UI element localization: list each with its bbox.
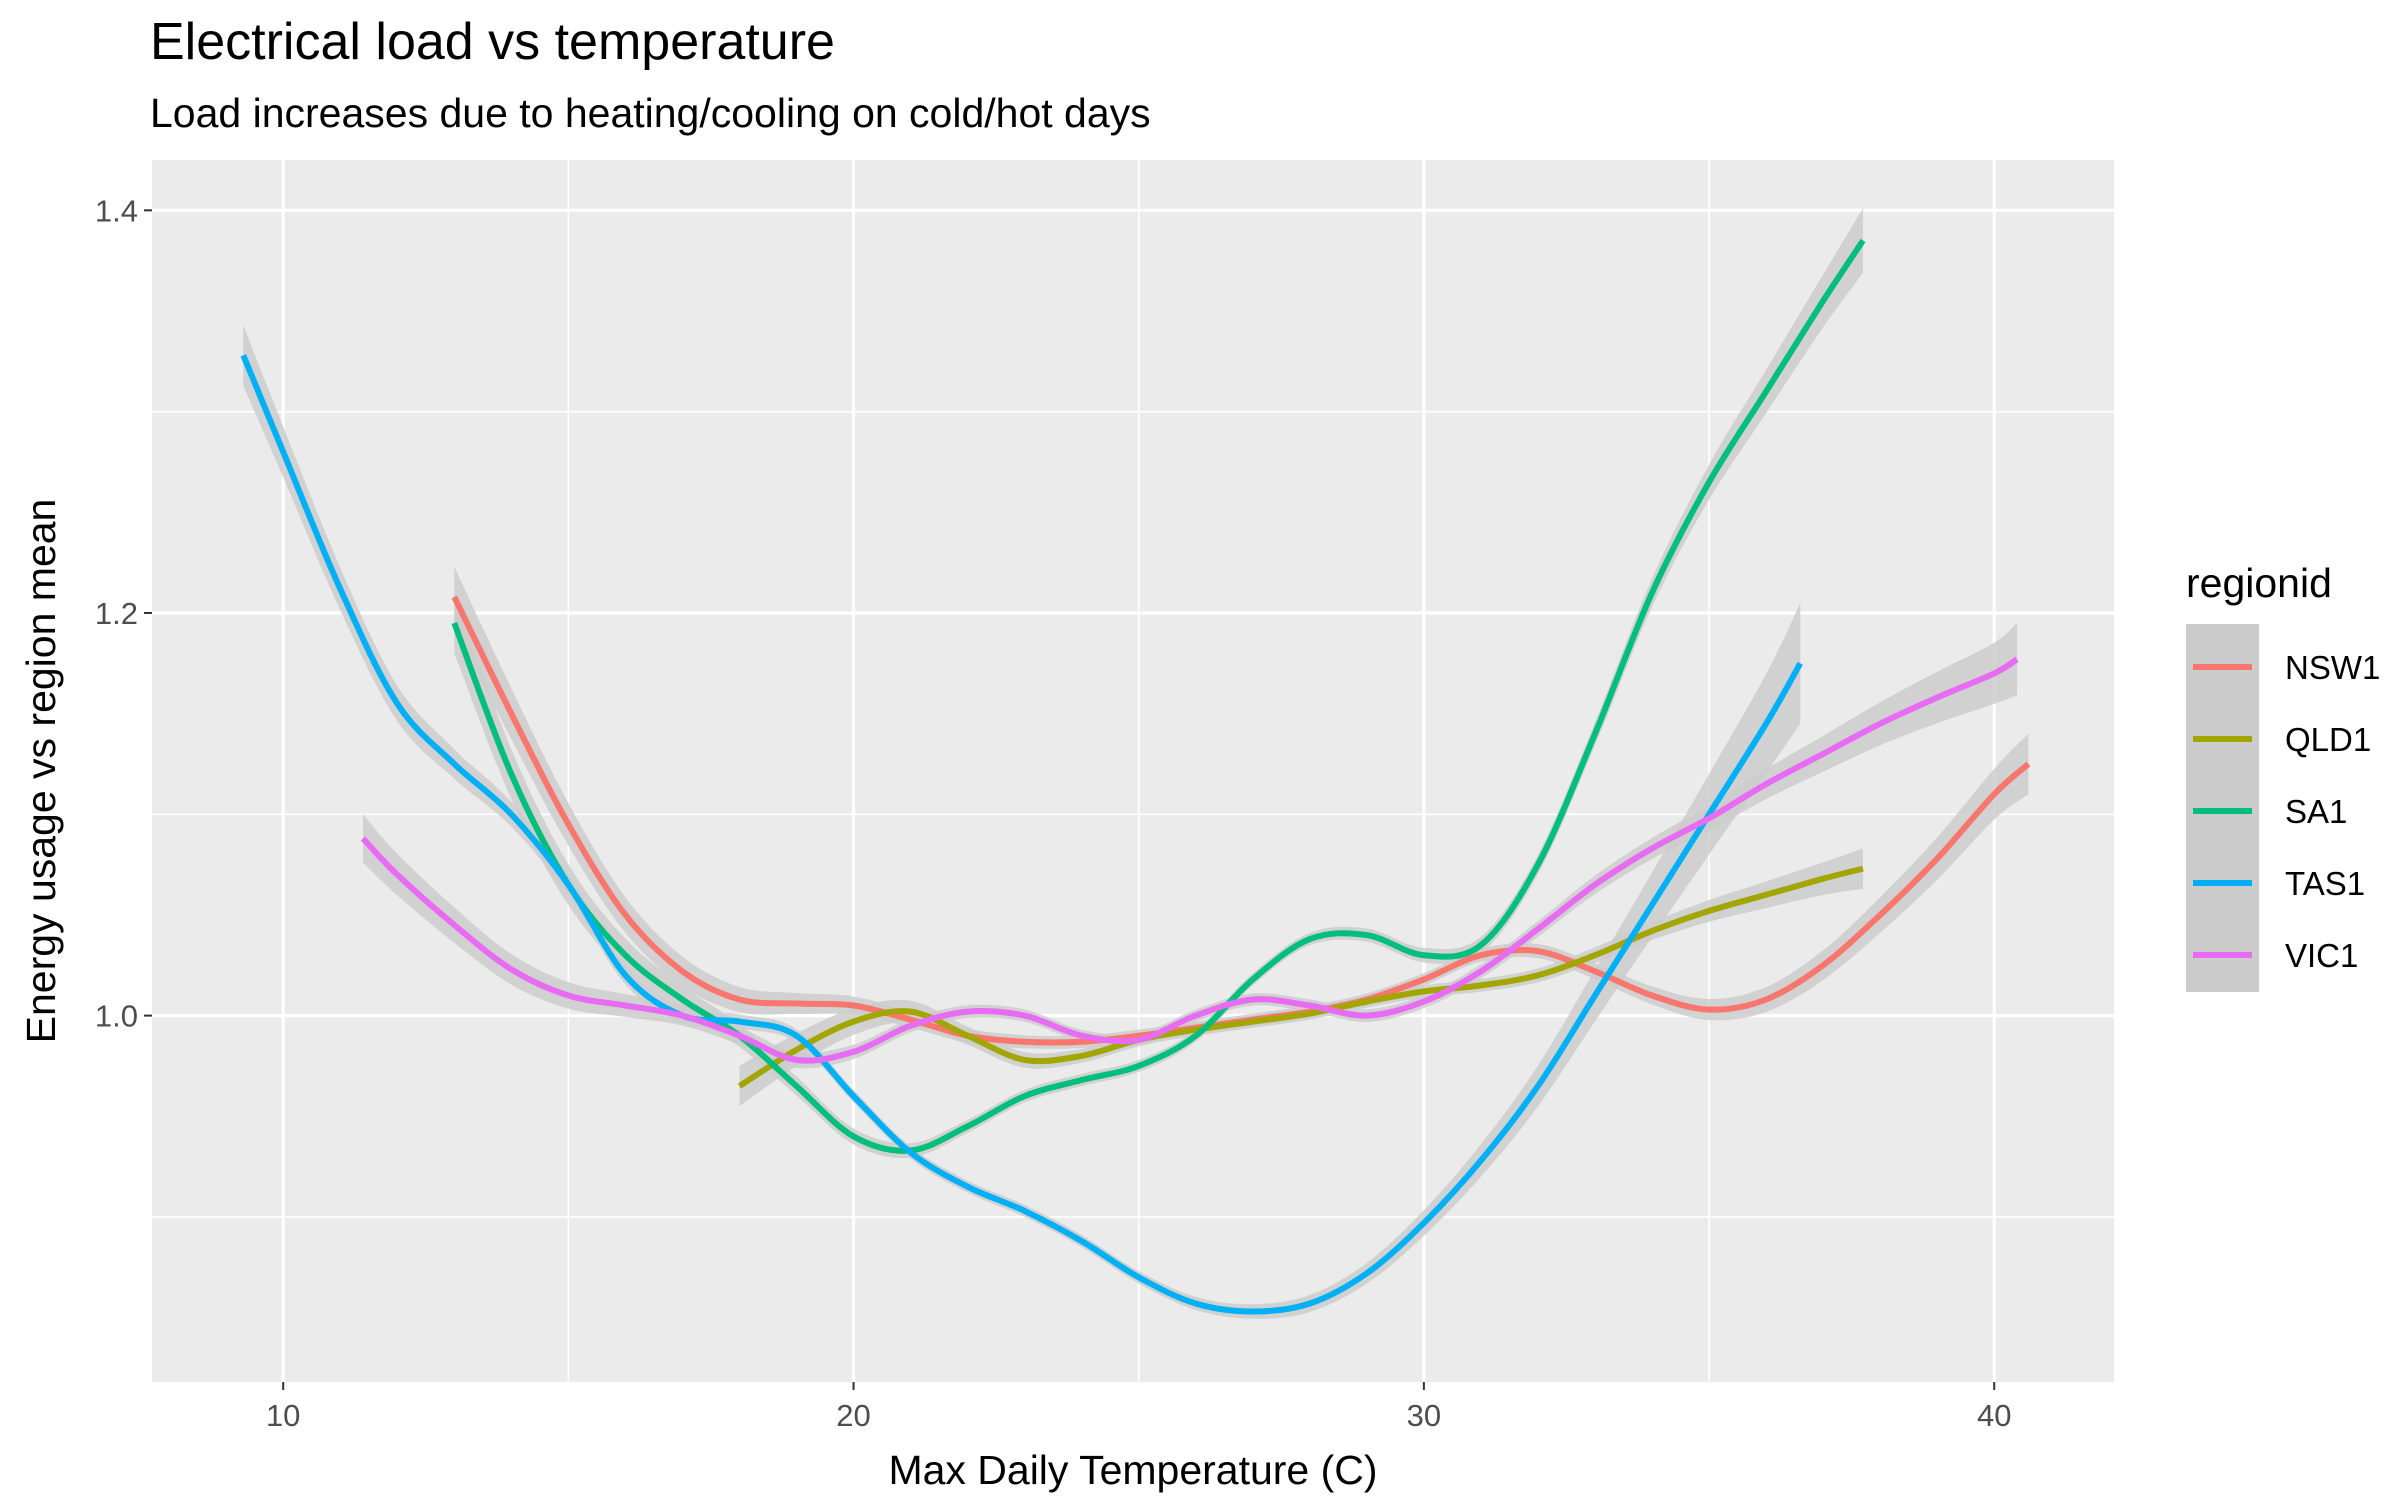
legend-label-qld1: QLD1 [2285,721,2371,758]
legend-label-sa1: SA1 [2285,793,2347,830]
y-tick-label: 1.0 [95,999,138,1034]
y-axis-title: Energy usage vs region mean [18,499,64,1044]
y-axis: 1.0 1.2 1.4 [95,193,152,1034]
x-tick-label: 40 [1977,1398,2011,1433]
x-axis: 10 20 30 40 [266,1382,2011,1433]
series-line-sa1 [451,238,1866,1154]
x-axis-title: Max Daily Temperature (C) [888,1447,1377,1493]
series-lines [240,238,2031,1315]
legend-label-tas1: TAS1 [2285,865,2365,902]
legend: regionid NSW1 QLD1 SA1 TAS1 VIC1 [2186,560,2380,992]
chart-title: Electrical load vs temperature [150,13,835,71]
major-gridlines [152,160,2114,1382]
x-tick-label: 30 [1407,1398,1441,1433]
legend-label-vic1: VIC1 [2285,937,2358,974]
series-line-tas1 [240,354,1803,1315]
legend-title: regionid [2186,560,2332,606]
x-tick-label: 10 [266,1398,300,1433]
minor-gridlines [152,160,2114,1382]
legend-label-nsw1: NSW1 [2285,649,2380,686]
y-tick-label: 1.4 [95,193,138,228]
y-tick-label: 1.2 [95,596,138,631]
series-line-qld1 [737,865,1864,1089]
chart-subtitle: Load increases due to heating/cooling on… [150,90,1151,136]
series-line-vic1 [360,656,2019,1064]
x-tick-label: 20 [836,1398,870,1433]
